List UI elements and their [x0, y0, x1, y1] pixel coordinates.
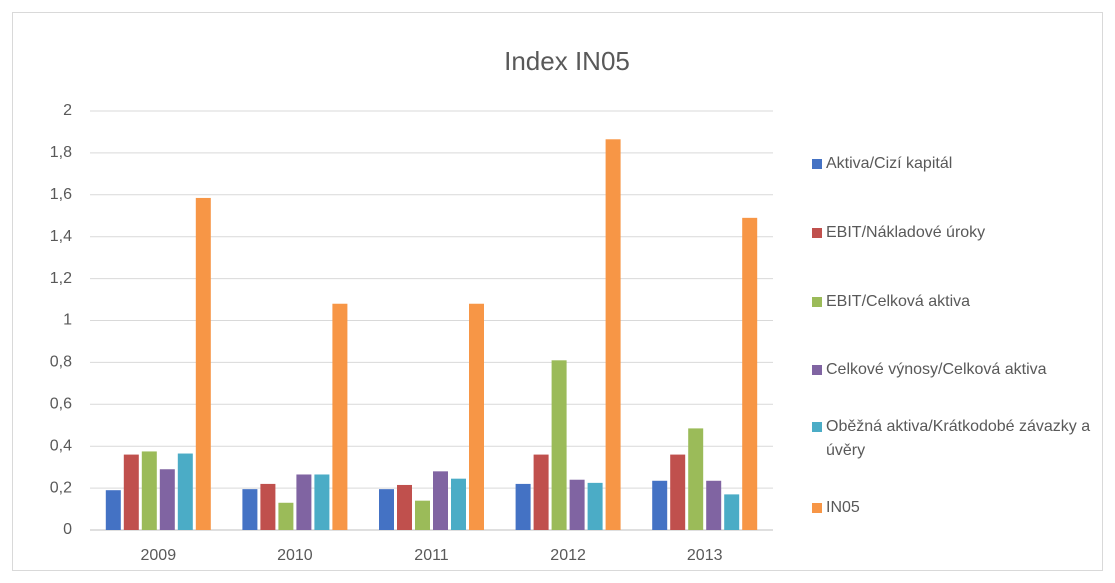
- bar: [742, 217, 758, 530]
- y-tick-label: 0,8: [50, 354, 72, 371]
- bar: [533, 454, 549, 530]
- chart-title: Index IN05: [504, 46, 630, 76]
- y-tick-label: 0,2: [50, 479, 72, 496]
- x-tick-label: 2011: [414, 547, 449, 564]
- y-tick-label: 0: [63, 521, 72, 538]
- bar: [141, 451, 157, 530]
- bar: [515, 483, 531, 530]
- bar: [706, 480, 722, 530]
- legend-swatch: [812, 503, 822, 513]
- legend: Aktiva/Cizí kapitál EBIT/Nákladové úroky E…: [812, 0, 1102, 583]
- x-tick-label: 2009: [141, 547, 177, 564]
- legend-item: EBIT/Nákladové úroky: [812, 221, 1092, 245]
- y-tick-label: 1,2: [50, 270, 72, 287]
- x-tick-label: 2012: [550, 547, 586, 564]
- bar: [605, 139, 621, 530]
- y-tick-label: 1,4: [50, 228, 72, 245]
- legend-label: Oběžná aktiva/Krátkodobé závazky a úvěry: [826, 418, 1091, 460]
- bar: [105, 490, 121, 530]
- bar: [724, 494, 740, 530]
- x-tick-label: 2010: [277, 547, 313, 564]
- bar: [433, 471, 448, 530]
- legend-label: EBIT/Celková aktiva: [826, 292, 971, 310]
- y-tick-label: 0,6: [50, 396, 72, 413]
- legend-swatch: [812, 296, 822, 307]
- legend-item: Aktiva/Cizí kapitál: [812, 152, 1092, 176]
- legend-item: Oběžná aktiva/Krátkodobé závazky a úvěry: [812, 415, 1092, 463]
- y-tick-label: 1: [63, 312, 72, 329]
- bar: [242, 489, 258, 530]
- bar: [123, 454, 139, 530]
- bar: [296, 474, 312, 530]
- legend-label: Celkové výnosy/Celková aktiva: [826, 361, 1047, 379]
- legend-label: Aktiva/Cizí kapitál: [826, 155, 953, 172]
- y-tick-label: 2: [63, 102, 72, 119]
- legend-swatch: [812, 159, 822, 169]
- bar: [688, 428, 704, 530]
- y-tick-label: 1,8: [50, 144, 72, 161]
- x-tick-label: 2013: [687, 547, 723, 564]
- legend-swatch: [812, 227, 822, 238]
- bar: [451, 478, 466, 530]
- bar: [397, 484, 412, 530]
- bar: [469, 303, 484, 530]
- bar: [652, 480, 668, 530]
- legend-item: EBIT/Celková aktiva: [812, 290, 1092, 314]
- bar: [278, 502, 294, 530]
- bar: [260, 483, 276, 530]
- bar: [177, 453, 193, 530]
- legend-label: EBIT/Nákladové úroky: [826, 223, 986, 241]
- legend-label: IN05: [826, 499, 860, 516]
- bar: [332, 303, 348, 530]
- bar: [551, 360, 567, 530]
- bar: [670, 454, 686, 530]
- legend-swatch: [812, 422, 822, 433]
- legend-swatch: [812, 365, 822, 376]
- bar: [195, 197, 211, 530]
- bar: [587, 482, 603, 530]
- bar: [415, 500, 430, 530]
- y-tick-label: 1,6: [50, 186, 72, 203]
- bar: [569, 479, 585, 530]
- bar: [379, 489, 394, 530]
- legend-item: Celkové výnosy/Celková aktiva: [812, 358, 1092, 382]
- bar: [159, 469, 175, 530]
- legend-item: IN05: [812, 496, 1092, 520]
- y-tick-label: 0,4: [50, 437, 72, 454]
- bar: [314, 474, 330, 530]
